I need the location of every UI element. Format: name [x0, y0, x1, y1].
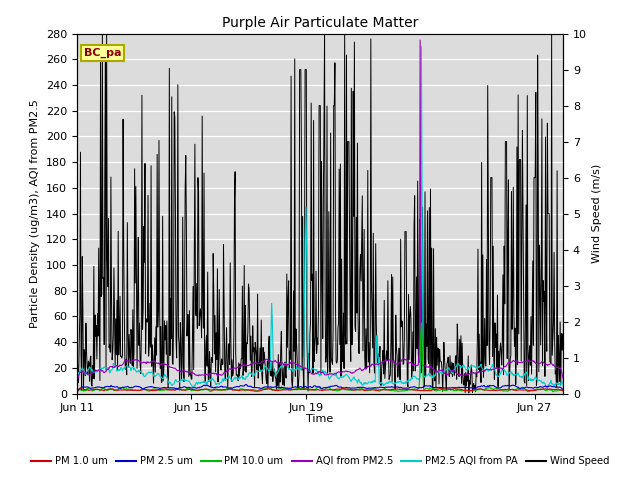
Y-axis label: Wind Speed (m/s): Wind Speed (m/s): [593, 164, 602, 263]
Legend: PM 1.0 um, PM 2.5 um, PM 10.0 um, AQI from PM2.5, PM2.5 AQI from PA, Wind Speed: PM 1.0 um, PM 2.5 um, PM 10.0 um, AQI fr…: [27, 452, 613, 470]
X-axis label: Time: Time: [307, 414, 333, 424]
Y-axis label: Particle Density (ug/m3), AQI from PM2.5: Particle Density (ug/m3), AQI from PM2.5: [30, 99, 40, 328]
Text: BC_pa: BC_pa: [84, 48, 122, 58]
Title: Purple Air Particulate Matter: Purple Air Particulate Matter: [222, 16, 418, 30]
